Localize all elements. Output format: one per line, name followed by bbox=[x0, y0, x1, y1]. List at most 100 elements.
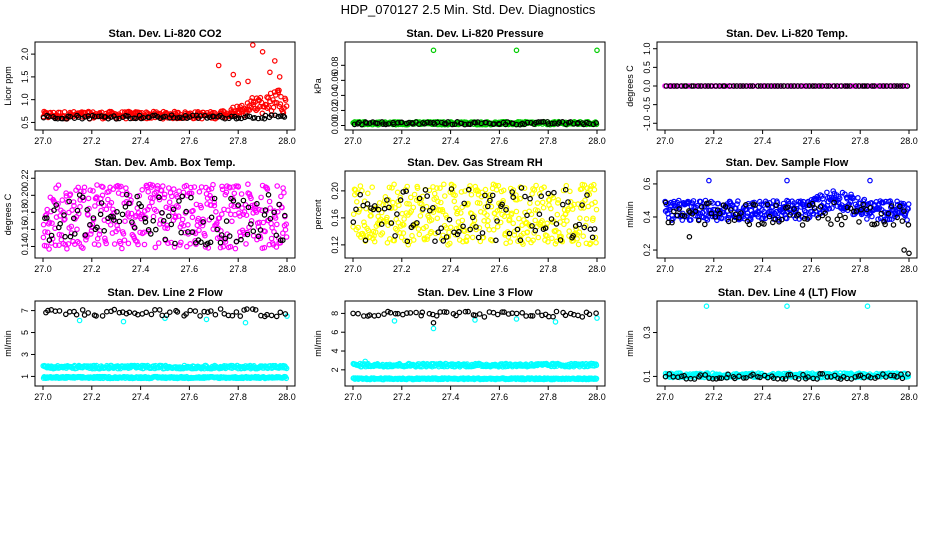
data-point bbox=[198, 204, 205, 211]
data-point bbox=[52, 115, 58, 122]
data-point bbox=[225, 207, 231, 214]
x-tick-label: 27.0 bbox=[656, 136, 674, 146]
y-tick-label: 0.0 bbox=[642, 80, 652, 93]
data-point bbox=[199, 222, 206, 229]
data-point bbox=[244, 113, 250, 119]
data-point bbox=[428, 217, 435, 223]
data-point bbox=[178, 239, 184, 246]
y-tick-label: 0.14 bbox=[20, 238, 30, 256]
data-point bbox=[814, 376, 820, 382]
data-point bbox=[80, 245, 86, 251]
data-point bbox=[246, 191, 253, 197]
data-point bbox=[738, 210, 744, 216]
y-tick-label: 7 bbox=[20, 308, 30, 313]
x-tick-label: 27.2 bbox=[393, 136, 411, 146]
x-tick-label: 27.0 bbox=[344, 136, 362, 146]
data-point bbox=[662, 199, 669, 206]
data-point bbox=[257, 227, 264, 233]
data-point bbox=[499, 309, 506, 315]
data-point bbox=[235, 80, 242, 87]
x-tick-label: 27.0 bbox=[656, 264, 674, 274]
data-point bbox=[562, 186, 569, 193]
data-point bbox=[443, 234, 450, 240]
data-point bbox=[125, 240, 132, 247]
data-point bbox=[423, 223, 429, 230]
data-point bbox=[121, 237, 128, 244]
data-point bbox=[40, 221, 47, 228]
data-point bbox=[394, 211, 400, 217]
data-point bbox=[410, 204, 417, 211]
data-point bbox=[204, 115, 210, 121]
x-tick-label: 27.2 bbox=[83, 392, 101, 402]
data-point bbox=[826, 205, 833, 212]
data-point bbox=[129, 219, 135, 225]
data-point bbox=[462, 308, 469, 315]
data-point bbox=[198, 239, 204, 246]
x-tick-label: 27.6 bbox=[491, 136, 509, 146]
data-point bbox=[68, 230, 75, 236]
series-black bbox=[40, 112, 288, 122]
data-point bbox=[715, 200, 722, 207]
data-point bbox=[101, 228, 108, 234]
data-point bbox=[795, 211, 802, 218]
data-point bbox=[166, 213, 172, 220]
data-point bbox=[527, 195, 533, 202]
data-point bbox=[837, 212, 843, 219]
data-point bbox=[402, 237, 408, 244]
data-point bbox=[811, 205, 818, 211]
data-point bbox=[231, 190, 238, 197]
data-point bbox=[426, 310, 433, 317]
data-point bbox=[237, 313, 244, 319]
data-point bbox=[248, 195, 254, 202]
data-point bbox=[228, 113, 235, 120]
data-point bbox=[185, 222, 191, 228]
data-point bbox=[784, 177, 790, 184]
data-point bbox=[771, 83, 778, 89]
x-tick-label: 27.2 bbox=[393, 392, 411, 402]
data-point bbox=[665, 219, 672, 226]
data-point bbox=[544, 233, 550, 239]
y-axis-label: degrees C bbox=[625, 65, 635, 107]
data-point bbox=[202, 232, 208, 239]
x-tick-label: 27.6 bbox=[491, 264, 509, 274]
data-point bbox=[392, 233, 398, 239]
data-point bbox=[170, 209, 176, 216]
data-point bbox=[114, 222, 120, 229]
data-point bbox=[369, 184, 376, 191]
data-point bbox=[413, 309, 419, 316]
data-point bbox=[209, 195, 215, 202]
data-point bbox=[474, 200, 481, 206]
y-tick-label: 0.12 bbox=[330, 236, 340, 254]
data-point bbox=[265, 192, 272, 198]
data-point bbox=[584, 192, 590, 198]
data-point bbox=[238, 236, 244, 243]
data-point bbox=[152, 306, 158, 313]
x-axis: 27.0 27.2 27.4 27.6 27.8 28.0 bbox=[34, 386, 296, 402]
series-blue bbox=[662, 177, 912, 224]
data-point bbox=[161, 191, 168, 198]
data-point bbox=[166, 199, 173, 206]
data-point bbox=[45, 307, 51, 314]
data-point bbox=[764, 83, 771, 89]
data-point bbox=[148, 311, 155, 318]
data-point bbox=[267, 205, 274, 211]
data-point bbox=[662, 373, 669, 380]
data-point bbox=[153, 208, 160, 215]
data-point bbox=[699, 209, 706, 216]
x-axis: 27.0 27.2 27.4 27.6 27.8 28.0 bbox=[34, 130, 296, 146]
data-point bbox=[815, 215, 822, 221]
data-point bbox=[667, 83, 674, 89]
data-point bbox=[443, 309, 450, 316]
data-point bbox=[494, 311, 501, 318]
data-point bbox=[528, 120, 534, 126]
data-point bbox=[46, 237, 53, 243]
data-point bbox=[901, 208, 907, 214]
data-point bbox=[164, 225, 171, 232]
data-point bbox=[191, 184, 198, 190]
data-point bbox=[98, 200, 105, 206]
data-point bbox=[48, 232, 55, 239]
y-tick-label: -1.0 bbox=[642, 116, 652, 132]
data-point bbox=[434, 185, 440, 191]
data-point bbox=[867, 204, 874, 211]
data-point bbox=[539, 199, 546, 206]
